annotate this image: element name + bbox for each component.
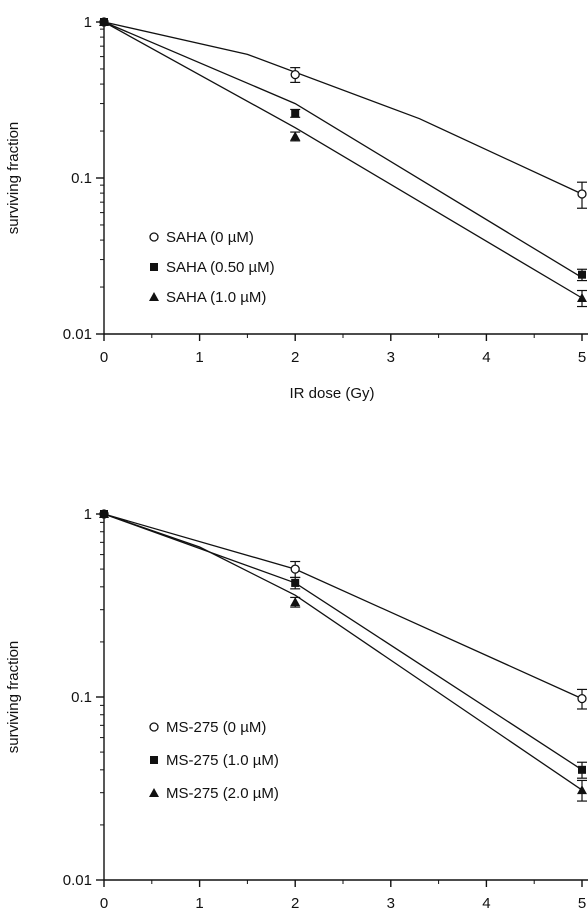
y-axis-label: surviving fraction <box>5 641 22 754</box>
series-open-circle <box>99 509 587 710</box>
x-tick-label: 4 <box>482 895 490 912</box>
data-point <box>99 17 109 26</box>
x-axis-label: IR dose (Gy) <box>289 385 374 402</box>
legend-label: SAHA (0 µM) <box>166 229 254 246</box>
series-filled-square <box>100 510 587 779</box>
legend-marker <box>150 263 158 271</box>
legend: MS-275 (0 µM) MS-275 (1.0 µM) MS-275 (2.0 … <box>149 719 279 802</box>
data-point <box>291 109 300 118</box>
data-point <box>99 509 109 518</box>
data-point <box>577 189 587 199</box>
y-tick-label: 0.01 <box>63 872 92 889</box>
fit-line <box>103 513 583 791</box>
legend-marker <box>149 722 159 732</box>
x-tick-label: 2 <box>291 349 299 366</box>
x-tick-label: 0 <box>100 895 108 912</box>
x-tick-label: 3 <box>387 895 395 912</box>
legend: SAHA (0 µM) SAHA (0.50 µM) SAHA (1.0 µM) <box>149 229 275 306</box>
y-tick-label: 1 <box>84 506 92 523</box>
y-tick-label: 0.01 <box>63 326 92 343</box>
legend-marker <box>149 788 159 797</box>
x-tick-label: 1 <box>195 895 203 912</box>
saha-survival-chart: 1 0.1 0.01 0 1 2 3 4 5 IR dose (Gy) surviving frac… <box>5 14 588 402</box>
data-point <box>291 578 300 587</box>
series-open-circle <box>99 17 587 209</box>
data-point <box>578 765 586 774</box>
legend-label: SAHA (1.0 µM) <box>166 289 266 306</box>
legend-marker <box>150 756 158 764</box>
x-tick-label: 4 <box>482 349 490 366</box>
y-axis-label: surviving fraction <box>5 122 22 235</box>
data-point <box>290 564 300 574</box>
data-point <box>578 270 586 279</box>
y-tick-label: 0.1 <box>71 170 92 187</box>
legend-label: MS-275 (0 µM) <box>166 719 266 736</box>
fit-line <box>103 513 583 700</box>
data-point <box>577 693 587 704</box>
y-tick-label: 1 <box>84 14 92 31</box>
legend-marker <box>149 232 159 242</box>
fit-line <box>103 21 583 279</box>
data-point <box>290 69 300 80</box>
x-tick-label: 5 <box>578 895 586 912</box>
x-tick-label: 1 <box>195 349 203 366</box>
legend-marker <box>149 292 159 301</box>
fit-line <box>103 21 583 195</box>
series-filled-triangle <box>99 509 587 802</box>
data-point <box>290 597 301 607</box>
data-point <box>577 293 587 303</box>
x-tick-label: 5 <box>578 349 586 366</box>
legend-label: MS-275 (1.0 µM) <box>166 752 279 769</box>
x-tick-label: 0 <box>100 349 108 366</box>
x-tick-label: 3 <box>387 349 395 366</box>
legend-label: MS-275 (2.0 µM) <box>166 785 279 802</box>
data-point <box>290 131 301 141</box>
series-filled-triangle <box>99 17 587 308</box>
data-point <box>577 785 587 795</box>
y-tick-label: 0.1 <box>71 689 92 706</box>
legend-label: SAHA (0.50 µM) <box>166 259 275 276</box>
fit-line <box>103 21 583 299</box>
x-tick-label: 2 <box>291 895 299 912</box>
